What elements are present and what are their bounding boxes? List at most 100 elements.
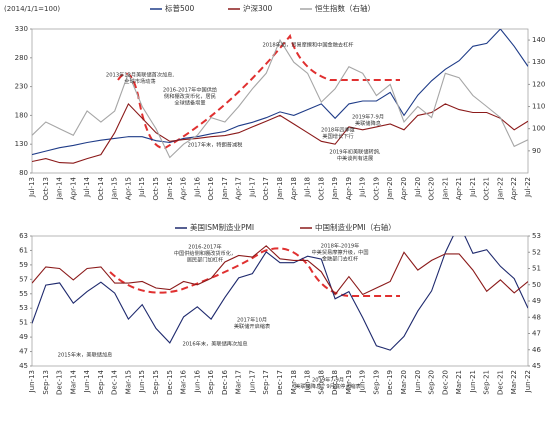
x-tick-label: Jan-22 — [496, 177, 504, 200]
y-tick-label: 59 — [19, 261, 28, 269]
x-tick-label: Oct-15 — [152, 177, 160, 201]
x-tick-label: Jan-15 — [111, 177, 119, 200]
x-tick-label: Dec-15 — [166, 370, 174, 395]
x-tick-label: Sep-15 — [152, 370, 160, 395]
annotation: 美联储降息，9月底停止缩表 — [295, 382, 361, 390]
x-tick-label: Dec-21 — [496, 370, 504, 395]
y2-tick-label: 52 — [532, 248, 541, 256]
trend-line — [109, 247, 400, 297]
y2-tick-label: 90 — [532, 147, 541, 155]
x-tick-label: Jan-19 — [331, 177, 339, 200]
x-tick-label: Jun-13 — [28, 370, 36, 393]
y-tick-label: 49 — [19, 333, 28, 341]
x-tick-label: Sep-19 — [372, 370, 380, 395]
y-tick-label: 280 — [15, 54, 28, 62]
annotation: 美国增长下行 — [322, 132, 353, 140]
x-tick-label: Dec-16 — [221, 369, 229, 395]
x-tick-label: Jun-16 — [193, 369, 201, 393]
annotation: 居民部门加杠杆 — [187, 256, 223, 264]
x-tick-label: Mar-21 — [455, 370, 463, 394]
y2-tick-label: 45 — [532, 362, 541, 370]
x-tick-label: Jul-19 — [359, 177, 367, 198]
legend-label: 中国制造业PMI（右轴） — [315, 222, 396, 232]
x-tick-label: Jun-15 — [138, 370, 146, 393]
x-tick-label: Mar-15 — [124, 370, 132, 394]
y2-tick-label: 51 — [532, 265, 541, 273]
x-tick-label: Jun-17 — [248, 370, 256, 393]
y-tick-label: 130 — [15, 140, 28, 148]
x-tick-label: Dec-14 — [111, 369, 119, 395]
x-tick-label: Mar-17 — [235, 370, 243, 394]
x-tick-label: Apr-19 — [345, 177, 353, 200]
data-line — [32, 102, 528, 164]
y2-tick-label: 48 — [532, 313, 541, 321]
x-tick-label: Sep-14 — [97, 369, 105, 394]
x-tick-label: Jul-21 — [469, 177, 477, 198]
annotation: 2016年末，美联储再次加息 — [182, 340, 247, 348]
x-tick-label: Jan-18 — [276, 177, 284, 200]
x-tick-label: Jul-16 — [193, 176, 201, 197]
y2-tick-label: 47 — [532, 330, 541, 338]
x-tick-label: Jun-20 — [414, 370, 422, 393]
y-tick-label: 47 — [19, 348, 28, 356]
x-tick-label: Jun-21 — [469, 370, 477, 393]
data-line — [32, 245, 528, 296]
annotation: 2015年末，美联储加息 — [58, 351, 113, 359]
x-tick-label: Apr-17 — [235, 177, 243, 200]
y-tick-label: 230 — [15, 83, 28, 91]
x-tick-label: Oct-16 — [207, 176, 215, 200]
x-tick-label: Jan-16 — [166, 176, 174, 200]
x-tick-label: Oct-17 — [262, 177, 270, 201]
x-tick-label: Sep-18 — [317, 370, 325, 395]
x-tick-label: Mar-14 — [69, 369, 77, 394]
x-tick-label: Dec-17 — [276, 370, 284, 395]
x-tick-label: Dec-20 — [441, 370, 449, 395]
x-tick-label: Sep-16 — [207, 369, 215, 394]
annotation: 2018年初，贸易摩擦和中国金融去杠杆 — [262, 41, 353, 49]
x-tick-label: Dec-19 — [386, 370, 394, 395]
x-tick-label: Jun-18 — [304, 370, 312, 393]
annotation: 2018年-2019年 — [321, 242, 360, 250]
y2-tick-label: 140 — [532, 36, 545, 44]
x-tick-label: Jan-20 — [386, 177, 394, 200]
x-tick-label: Oct-18 — [317, 177, 325, 201]
x-tick-label: Oct-14 — [97, 176, 105, 200]
x-tick-label: Jul-18 — [304, 177, 312, 198]
x-tick-label: Oct-21 — [483, 177, 491, 201]
y2-tick-label: 46 — [532, 346, 541, 354]
x-tick-label: Apr-14 — [69, 176, 77, 200]
y2-tick-label: 130 — [532, 58, 545, 66]
annotation: 2016-2017年 — [188, 243, 221, 251]
annotation: 中美贸易摩擦升级，中国 — [311, 248, 368, 256]
x-tick-label: Oct-13 — [42, 177, 50, 201]
annotation: 2019年初美联储转鸽, — [329, 148, 381, 156]
annotation: 2018年四季度 — [321, 126, 355, 134]
y-tick-label: 51 — [19, 319, 28, 327]
x-tick-label: Jun-19 — [359, 370, 367, 393]
series-group — [32, 29, 528, 164]
annotation: 全球市场动荡 — [124, 77, 155, 85]
x-tick-label: Apr-21 — [455, 177, 463, 200]
y-tick-label: 45 — [19, 362, 28, 370]
x-tick-label: Dec-13 — [56, 370, 64, 395]
y2-tick-label: 50 — [532, 281, 541, 289]
x-tick-label: Jul-15 — [138, 177, 146, 198]
x-tick-label: Jul-20 — [414, 177, 422, 198]
y-tick-label: 180 — [15, 111, 28, 119]
annotation: 美联储开启缩表 — [234, 322, 271, 330]
annotation: 全球储备增量 — [174, 99, 205, 107]
data-line — [32, 236, 528, 351]
x-tick-label: Sep-21 — [483, 370, 491, 395]
x-tick-label: Jan-21 — [441, 177, 449, 200]
legend-label: 沪深300 — [243, 3, 273, 13]
x-tick-label: Jan-14 — [56, 176, 64, 200]
legend-label: 恒生指数（右轴） — [315, 3, 375, 13]
data-line — [32, 29, 528, 156]
x-tick-label: Apr-22 — [510, 177, 518, 200]
annotation: 美联储降息 — [355, 119, 381, 127]
y-tick-label: 330 — [15, 25, 28, 33]
x-tick-label: Sep-17 — [262, 370, 270, 395]
annotation: 2017年10月 — [237, 316, 267, 324]
y-axis-label: (2014/1/1=100) — [4, 5, 60, 13]
